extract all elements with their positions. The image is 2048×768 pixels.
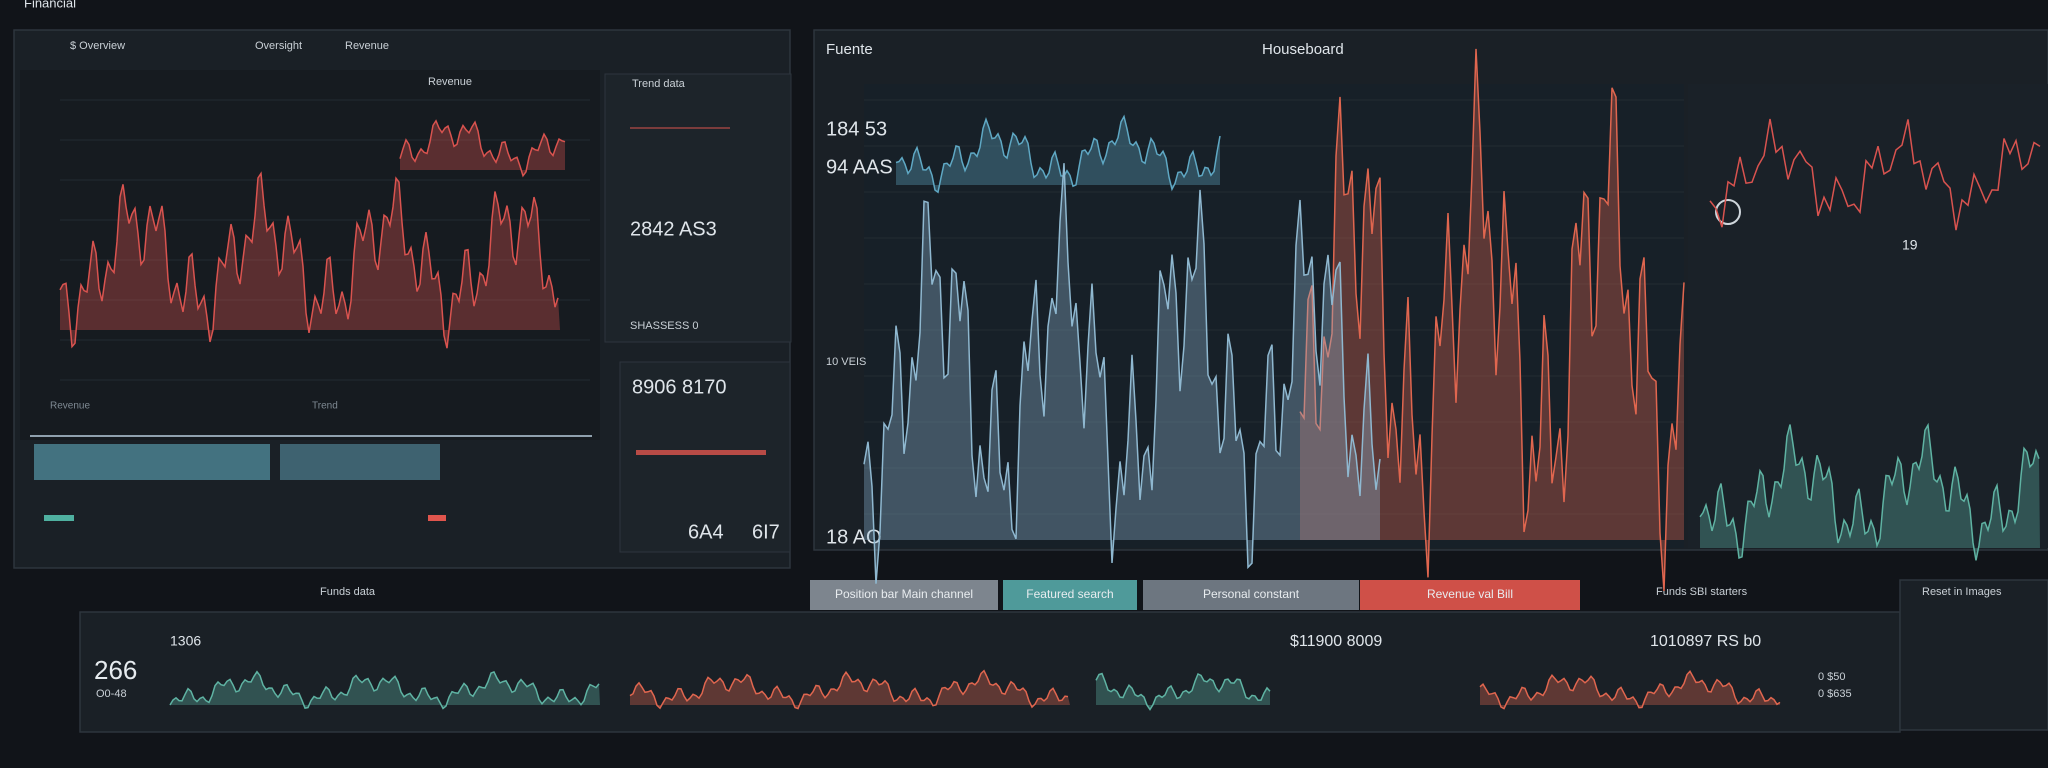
bottom-value: 1010897 RS b0 [1650,633,1761,650]
area-line [1479,670,1781,710]
app-title: Financial [24,0,76,10]
button-label[interactable]: Personal constant [1203,587,1300,601]
legend-swatch [44,515,74,521]
bottom-value: 0 $635 [1818,688,1852,700]
corner-card [1899,579,2048,731]
button[interactable] [1143,580,1359,610]
area-fill [630,670,1070,709]
main-value: 184 53 [826,118,887,140]
area-fill [1096,673,1270,710]
area-line [1299,48,1685,591]
bottom-value: 266 [94,655,137,685]
main-heading: Houseboard [1262,41,1344,58]
accent-bar [636,450,766,455]
main-value: 18 AO [826,526,882,548]
bottom-title: Funds data [320,586,376,598]
side-card [619,361,791,553]
area-fill [896,116,1220,193]
footer-label: Revenue [50,401,90,412]
teal-bar [280,444,440,480]
corner-title: Reset in Images [1922,586,2002,598]
lower-value: 8906 8170 [632,376,727,398]
button[interactable] [1360,580,1580,610]
footer-label: Trend [312,401,338,412]
bottom-title: Funds SBI starters [1656,586,1748,598]
button[interactable] [1003,580,1137,610]
value: 6I7 [752,521,780,543]
legend-swatch [428,515,446,521]
side-value: SHASSESS 0 [630,320,698,332]
trend-line [1709,118,2041,231]
area-fill [864,163,1380,584]
main-value: 10 VEIS [826,356,866,368]
tab[interactable]: $ Overview [70,40,125,52]
bottom-value: 0 $50 [1818,671,1846,683]
marker: 19 [1902,237,1918,253]
area-fill [60,173,560,349]
button-label[interactable]: Position bar Main channel [835,587,973,601]
bottom-value: $11900 8009 [1290,633,1382,650]
bottom-panel [79,611,1901,733]
side-value: 2842 AS3 [630,218,717,240]
bottom-value: 1306 [170,633,201,649]
area-fill [1300,48,1684,591]
bottom-value: O0-48 [96,688,127,700]
area-line [629,669,1069,710]
area-line [169,670,600,710]
main-side-area [1688,84,2048,548]
chart-title: Revenue [428,76,472,88]
side-title: Trend data [632,78,686,90]
main-title: Fuente [826,41,873,58]
side-card [604,73,792,343]
value: 6A4 [688,521,724,543]
area-fill [400,120,565,176]
tab[interactable]: Revenue [345,40,389,52]
area-line [399,119,566,178]
area-fill [1480,671,1780,709]
main-value: 94 AAS [826,156,893,178]
button[interactable] [810,580,998,610]
area-line [59,171,559,349]
area-line [863,163,1381,584]
indicator [1715,199,1741,225]
teal-bar [34,444,270,480]
button-label[interactable]: Revenue val Bill [1427,587,1513,601]
area-line [895,114,1221,194]
button-label[interactable]: Featured search [1026,587,1113,601]
area-line [1095,672,1271,711]
tab[interactable]: Oversight [255,40,302,52]
left-chart-area [20,70,600,440]
area-fill [170,671,600,709]
area-line [1699,422,2040,561]
